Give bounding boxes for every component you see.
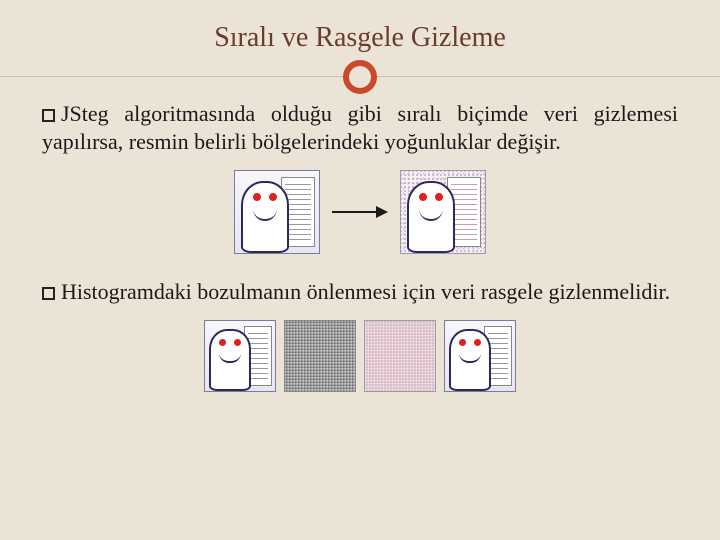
arrow-right-icon xyxy=(332,204,388,220)
panel-ghost-clean xyxy=(234,170,320,254)
slide-title: Sıralı ve Rasgele Gizleme xyxy=(0,0,720,58)
panel-noise-pink xyxy=(364,320,436,392)
bullet-square-icon xyxy=(42,109,55,122)
panel-noise-gray xyxy=(284,320,356,392)
p1-rest: algoritmasında olduğu gibi sıralı biçimd… xyxy=(42,101,678,154)
ghost-icon xyxy=(241,181,289,253)
panel-ghost-clean-small-2 xyxy=(444,320,516,392)
image-row-1 xyxy=(42,170,678,254)
accent-circle-icon xyxy=(343,60,377,94)
paragraph-1: JSteg algoritmasında olduğu gibi sıralı … xyxy=(42,100,678,156)
bullet-square-icon xyxy=(42,287,55,300)
p2-rest: bozulmanın önlenmesi için veri rasgele g… xyxy=(192,279,670,304)
p1-bold: JSteg xyxy=(61,101,109,126)
panel-ghost-noisy xyxy=(400,170,486,254)
paragraph-2: Histogramdaki bozulmanın önlenmesi için … xyxy=(42,278,678,306)
slide-body: JSteg algoritmasında olduğu gibi sıralı … xyxy=(0,98,720,392)
panel-ghost-clean-small xyxy=(204,320,276,392)
ghost-icon xyxy=(209,329,251,391)
title-divider xyxy=(0,58,720,98)
image-row-2 xyxy=(42,320,678,392)
slide-container: Sıralı ve Rasgele Gizleme JSteg algoritm… xyxy=(0,0,720,540)
ghost-icon xyxy=(449,329,491,391)
p2-bold: Histogramdaki xyxy=(61,279,192,304)
ghost-icon xyxy=(407,181,455,253)
